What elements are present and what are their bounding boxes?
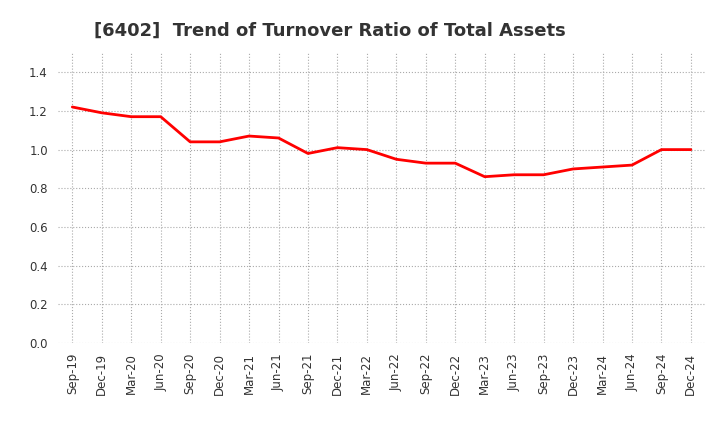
Text: [6402]  Trend of Turnover Ratio of Total Assets: [6402] Trend of Turnover Ratio of Total … xyxy=(94,22,565,40)
